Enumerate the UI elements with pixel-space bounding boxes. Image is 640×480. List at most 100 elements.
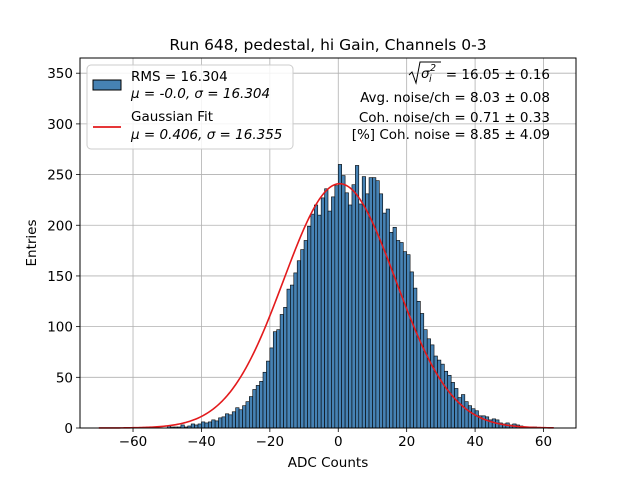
legend-entry-rms: RMS = 16.304 [131, 69, 228, 85]
histogram-bar [348, 204, 353, 429]
histogram-bar [392, 226, 397, 429]
x-tick-label: −40 [187, 434, 216, 450]
x-tick-label: 20 [398, 434, 415, 450]
histogram-bar [225, 413, 230, 429]
histogram-bar [290, 284, 295, 429]
histogram-bar [204, 422, 209, 429]
y-tick-label: 50 [56, 370, 73, 386]
y-tick-label: 150 [47, 269, 73, 285]
histogram-bar [252, 389, 257, 429]
annotation-sigma: = 16.05 ± 0.16 [446, 67, 550, 83]
noise-annotations: σ 2 i = 16.05 ± 0.16 Avg. noise/ch = 8.0… [352, 61, 550, 143]
histogram-bar [409, 271, 414, 429]
histogram-bar [266, 360, 271, 429]
legend-histogram-swatch [92, 79, 122, 91]
svg-text:2: 2 [430, 63, 436, 74]
histogram-bar [402, 251, 407, 429]
histogram-bar [467, 405, 472, 429]
histogram-bar [303, 240, 308, 429]
histogram-bar [324, 188, 329, 429]
annotation-coh-noise-percent: [%] Coh. noise = 8.85 ± 4.09 [352, 127, 550, 143]
x-tick-label: −20 [256, 434, 285, 450]
annotation-coh-noise: Coh. noise/ch = 0.71 ± 0.33 [359, 110, 550, 126]
histogram-bar [385, 208, 390, 429]
x-tick-label: 40 [466, 434, 483, 450]
histogram-bar [461, 394, 466, 429]
histogram-bar [293, 272, 298, 429]
y-tick-label: 200 [47, 218, 73, 234]
histogram-bar [379, 193, 384, 429]
histogram-bar [249, 396, 254, 429]
histogram-bar [238, 409, 243, 429]
plot-frame [79, 57, 577, 429]
legend-entry-rms-stats: μ = -0.0, σ = 16.304 [130, 86, 270, 102]
histogram-bar [365, 193, 370, 429]
histogram-bar [296, 260, 301, 429]
histogram-bar [337, 164, 342, 429]
histogram-bar [190, 423, 195, 429]
histogram-bar [331, 196, 336, 429]
histogram-bar [269, 347, 274, 429]
histogram-bar [242, 405, 247, 429]
histogram-bar [372, 177, 377, 429]
histogram-bar [197, 423, 202, 429]
x-tick-label: 60 [535, 434, 552, 450]
histogram-bar [413, 287, 418, 429]
histogram-bar [245, 401, 250, 429]
histogram-bar [320, 197, 325, 429]
histogram-bar [344, 192, 349, 429]
legend-entry-fit-stats: μ = 0.406, σ = 16.355 [130, 127, 282, 143]
x-axis-ticks: −60 −40 −20 0 20 40 60 [119, 428, 552, 450]
x-axis-label: ADC Counts [288, 455, 368, 471]
histogram-bar [314, 204, 319, 429]
histogram-bar [416, 300, 421, 429]
histogram-bar [396, 240, 401, 429]
histogram-bar [201, 421, 206, 429]
histogram-bar [423, 329, 428, 429]
histogram-bar [399, 242, 404, 429]
histogram-bar [327, 210, 332, 429]
histogram-bar [310, 213, 315, 429]
legend-box [86, 64, 294, 150]
histogram-bar [231, 411, 236, 429]
histogram-bar [471, 408, 476, 429]
histogram-bar [433, 355, 438, 429]
histogram-bar [355, 165, 360, 429]
histogram-bar [375, 180, 380, 429]
histogram-bar [382, 212, 387, 429]
y-tick-label: 300 [47, 117, 73, 133]
x-tick-label: −60 [119, 434, 148, 450]
gaussian-fit-line [98, 182, 554, 429]
legend-entry-fit: Gaussian Fit [131, 109, 213, 125]
y-axis-label: Entries [24, 219, 40, 266]
histogram-bar [389, 232, 394, 429]
y-tick-label: 100 [47, 320, 73, 336]
histogram-bar [361, 176, 366, 429]
histogram-bar [444, 370, 449, 429]
histogram-bar [406, 254, 411, 429]
histogram-bar [420, 313, 425, 429]
histogram-bar [437, 359, 442, 429]
histogram-bar [214, 420, 219, 429]
y-tick-label: 250 [47, 168, 73, 184]
histogram-bar [317, 214, 322, 429]
histogram-bar [283, 307, 288, 429]
histogram-bar [447, 374, 452, 429]
histogram-bar [221, 416, 226, 429]
histogram-bar [334, 185, 339, 429]
histogram-bar [440, 363, 445, 429]
histogram-bar [218, 417, 223, 429]
histogram-bar [351, 184, 356, 429]
annotation-avg-noise: Avg. noise/ch = 8.03 ± 0.08 [360, 90, 550, 106]
histogram-bar [341, 175, 346, 429]
svg-text:i: i [429, 74, 432, 85]
y-tick-label: 350 [47, 66, 73, 82]
x-tick-label: 0 [334, 434, 343, 450]
histogram-bar [211, 419, 216, 429]
y-tick-label: 0 [64, 421, 73, 437]
histogram-bar [358, 203, 363, 429]
histogram-bar [255, 385, 260, 429]
histogram-bar [430, 344, 435, 429]
histogram-bar [307, 225, 312, 429]
